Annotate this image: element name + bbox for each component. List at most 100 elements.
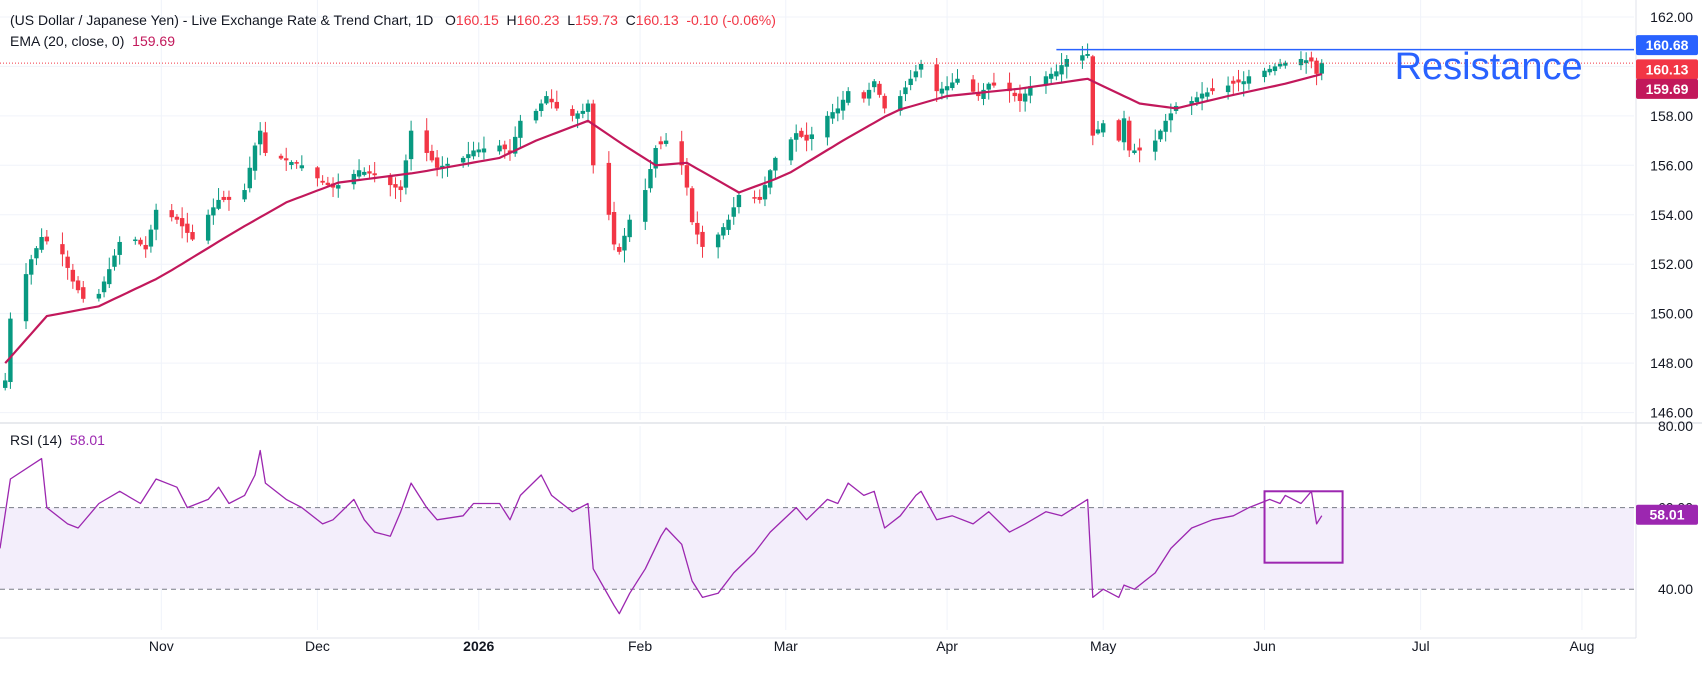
candle-body [976,92,981,97]
candle-body [955,78,960,83]
candle-body [1054,71,1059,77]
candle-body [299,165,305,169]
candle-body [934,64,939,92]
change-value: -0.10 (-0.06%) [686,12,776,28]
candle [622,227,627,263]
candle-body [65,256,70,268]
candle-body [289,162,294,165]
candle [1116,118,1122,143]
candle [762,176,768,207]
candle [23,263,29,330]
candle-body [388,175,393,186]
candle-body [840,99,846,111]
candle-body [362,171,367,175]
candle-body [476,149,481,153]
candle [1043,71,1049,94]
candle [117,236,122,265]
ema-price-badge-bg [1636,78,1698,99]
candle-body [263,132,268,153]
candle-body [257,130,263,145]
candle [872,79,877,93]
candle [221,190,226,203]
candle [398,180,403,203]
candle [580,103,586,119]
candle-body [788,139,794,161]
candle [1132,143,1137,155]
candle [471,141,476,160]
candle [861,90,867,103]
candle [60,232,65,267]
candle-body [1158,130,1163,140]
candle [538,99,544,117]
candle [190,224,195,241]
price-tick-label: 150.00 [1650,306,1693,322]
candle-body [570,109,575,116]
candle [8,312,13,389]
candle [1048,67,1054,85]
candle-body [1205,92,1210,97]
candle-body [1153,140,1158,152]
candle-body [1163,120,1168,132]
price-tick-label: 156.00 [1650,157,1693,173]
candle [549,89,554,109]
candle [481,136,487,160]
candle-body [1283,62,1288,66]
candle [913,64,919,82]
candle [1064,55,1069,79]
candle-body [242,190,247,200]
rsi-tick-label: 40.00 [1658,581,1693,597]
candle [29,254,34,285]
candle [1163,113,1168,142]
candle [981,83,986,106]
candle [721,223,726,240]
candle-body [96,293,102,299]
candle-body [138,239,143,245]
candle [648,159,653,193]
candle [1059,53,1064,83]
candle [138,237,143,247]
candle [1210,78,1215,95]
candle [518,114,523,150]
candle-body [471,150,476,157]
candle [1303,52,1309,74]
candle [226,190,232,211]
candle-body [1080,55,1085,61]
candle [356,159,362,179]
candle [544,91,549,105]
last-price-badge-text: 160.13 [1646,61,1689,77]
candle [34,246,39,266]
candle [1283,60,1288,69]
candle-body [190,232,195,240]
candle-body [481,148,487,153]
candle-body [367,171,372,174]
candle-body [393,184,398,188]
time-tick-label: Apr [936,638,958,654]
rsi-band [0,507,1634,590]
candle-body [70,269,76,282]
candle-body [408,130,414,160]
candle [81,280,86,303]
candle [1314,57,1319,86]
candle-body [1298,58,1304,66]
time-tick-label: Feb [628,638,652,654]
candle-body [8,318,13,383]
candle [289,160,294,170]
candle-body [1303,60,1309,64]
candle-body [372,173,377,176]
candle [846,87,851,106]
candle-body [757,196,762,200]
candle-body [1194,97,1200,103]
candle-body [148,229,154,247]
resistance-price-badge-bg [1636,35,1698,56]
high-value: 160.23 [516,12,560,28]
candle-body [898,96,903,111]
candle-body [320,180,325,183]
rsi-value-badge-bg [1636,504,1698,525]
candle [991,72,997,88]
candle-body [424,130,429,153]
candle-body [1199,93,1205,99]
rsi-pane [0,449,1634,615]
candle [497,139,502,155]
